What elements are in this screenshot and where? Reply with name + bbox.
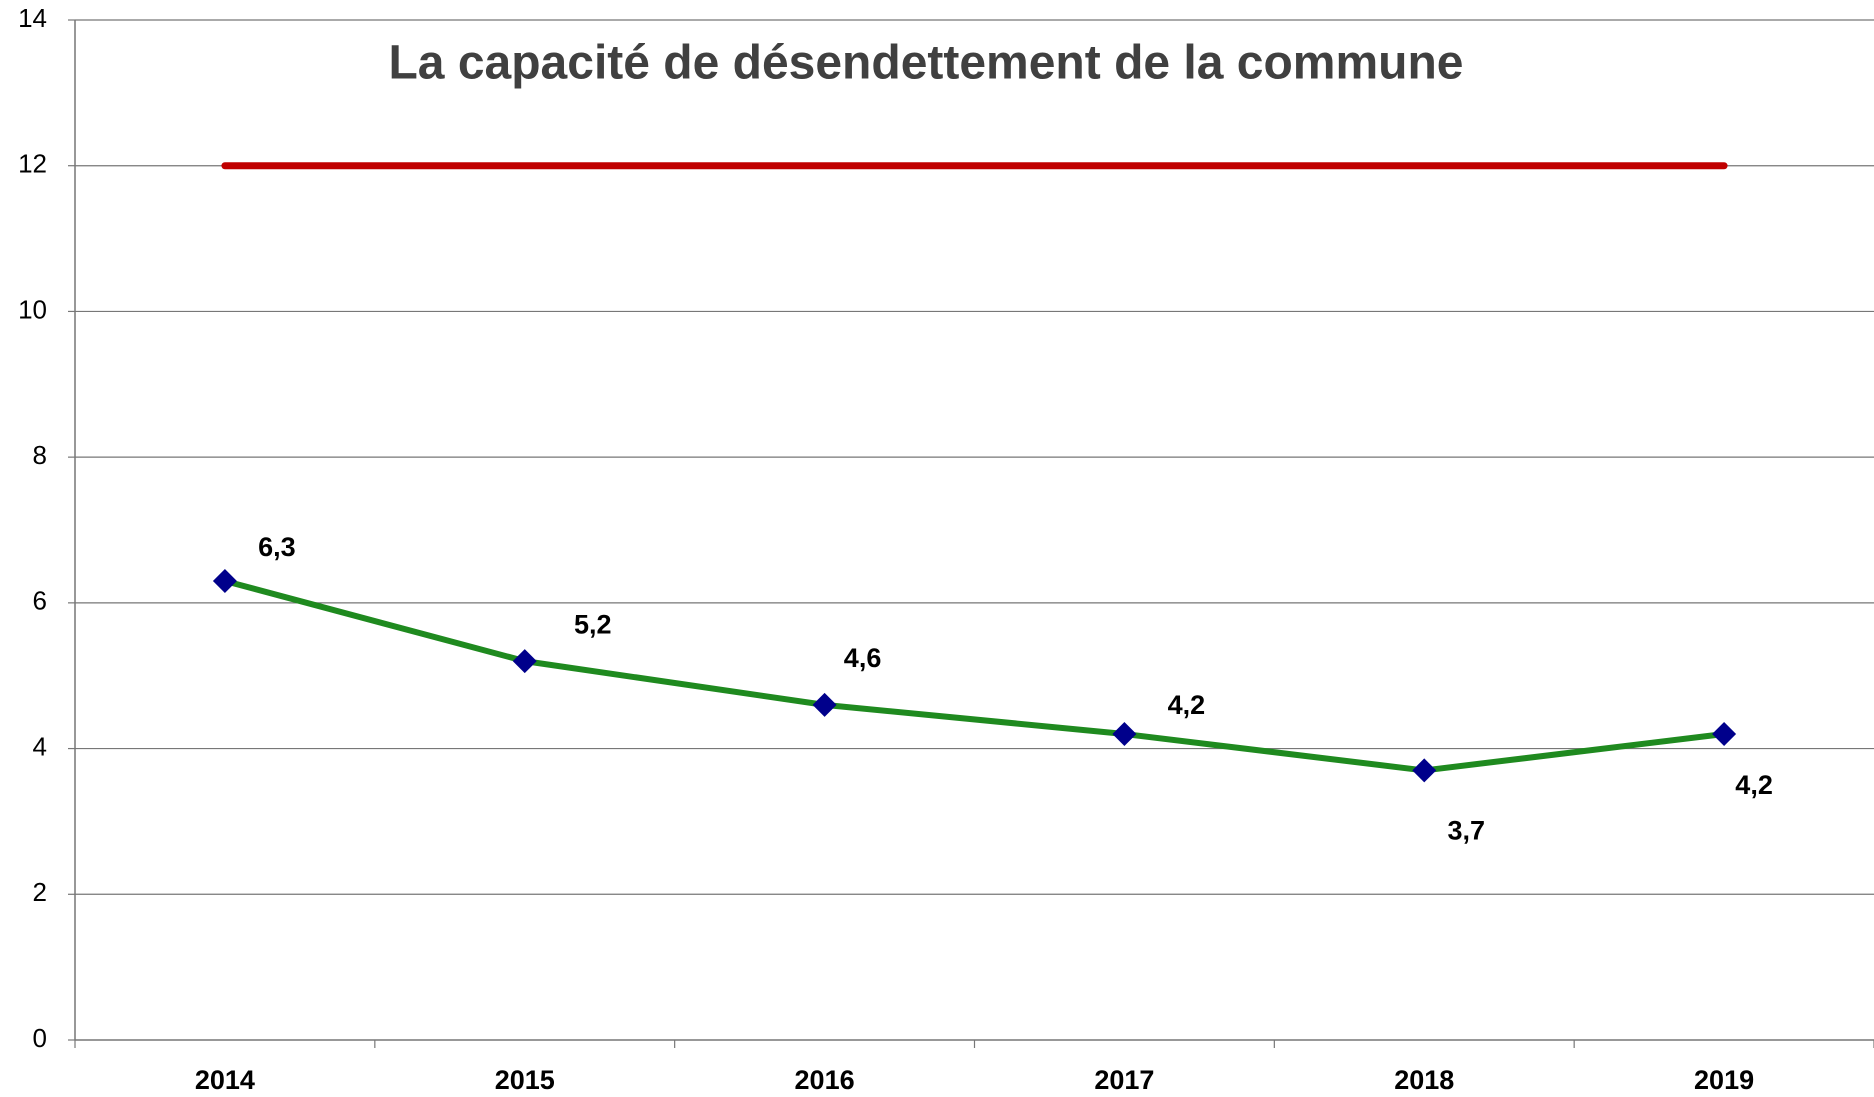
x-tick-label: 2018 [1394, 1065, 1454, 1095]
x-tick-label: 2014 [195, 1065, 255, 1095]
y-tick-label: 12 [18, 149, 47, 179]
series-line [221, 578, 1728, 774]
y-tick-label: 0 [33, 1023, 47, 1053]
data-marker [812, 692, 837, 717]
data-label: 5,2 [574, 609, 612, 639]
y-tick-label: 2 [33, 877, 47, 907]
y-tick-label: 14 [18, 3, 47, 33]
y-tick-label: 8 [33, 440, 47, 470]
data-marker [1412, 758, 1437, 783]
chart-title: La capacité de désendettement de la comm… [388, 37, 1463, 90]
x-tick-label: 2017 [1094, 1065, 1154, 1095]
data-marker [212, 569, 237, 593]
y-tick-label: 6 [33, 586, 47, 616]
data-marker [512, 649, 537, 674]
data-label: 4,2 [1168, 690, 1206, 720]
x-tick-label: 2019 [1694, 1065, 1754, 1095]
x-tick-label: 2015 [495, 1065, 555, 1095]
data-marker [1112, 722, 1137, 746]
data-label: 3,7 [1447, 816, 1485, 846]
data-label: 4,6 [844, 643, 882, 673]
data-label: 4,2 [1735, 770, 1773, 800]
y-tick-label: 4 [33, 731, 47, 761]
y-tick-label: 10 [18, 294, 47, 324]
data-marker [1712, 722, 1737, 746]
x-tick-label: 2016 [795, 1065, 855, 1095]
data-label: 6,3 [258, 532, 296, 562]
